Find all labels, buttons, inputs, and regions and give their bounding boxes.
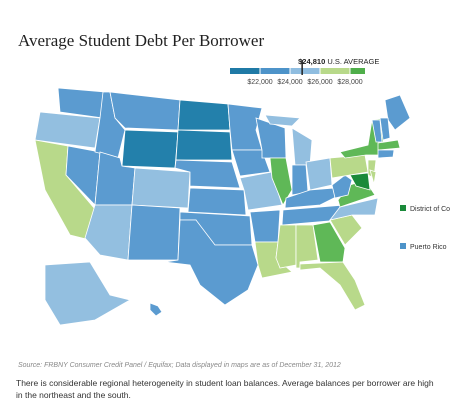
region [329,197,379,221]
chart-title: Average Student Debt Per Borrower [18,31,264,50]
region [275,224,297,269]
region [377,139,401,151]
average-label: $24,810 U.S. AVERAGE [298,57,379,66]
average-value: $24,810 [298,57,325,66]
inset-label: Puerto Rico [410,244,447,251]
region [109,91,181,131]
region [369,169,377,185]
region [305,157,333,191]
legend-tick-label: $26,000 [307,79,332,86]
region [174,159,241,189]
region [121,129,179,169]
legend-swatch [290,68,320,74]
region [131,167,191,209]
region [175,129,233,161]
region [84,204,133,261]
region [227,103,263,151]
legend-swatch [350,68,365,74]
region [349,172,371,191]
caption: There is considerable regional heterogen… [16,378,434,400]
region-upper [264,114,301,127]
region [44,261,132,326]
region [384,94,411,131]
region [239,171,283,211]
region [291,164,309,196]
region [57,87,106,119]
region [149,302,163,317]
region [379,117,391,141]
region [299,261,366,311]
legend-swatch [320,68,350,74]
caption-box: There is considerable regional heterogen… [16,378,434,400]
legend-tick-label: $28,000 [337,79,362,86]
region [377,149,395,159]
region [127,204,181,261]
region [34,111,101,149]
inset-swatch [400,205,406,211]
region [331,174,353,199]
region [312,221,346,263]
region [164,219,259,306]
inset-label: District of Columbia [410,206,450,213]
inset-swatch [400,243,406,249]
legend-swatch [230,68,260,74]
region [187,187,247,216]
region [249,209,281,243]
region [291,127,313,166]
source: Source: FRBNY Consumer Credit Panel / Eq… [18,362,341,369]
legend-tick-label: $24,000 [277,79,302,86]
legend-swatch [260,68,290,74]
legend-tick-label: $22,000 [247,79,272,86]
region [177,99,231,131]
average-text: U.S. AVERAGE [327,57,379,66]
